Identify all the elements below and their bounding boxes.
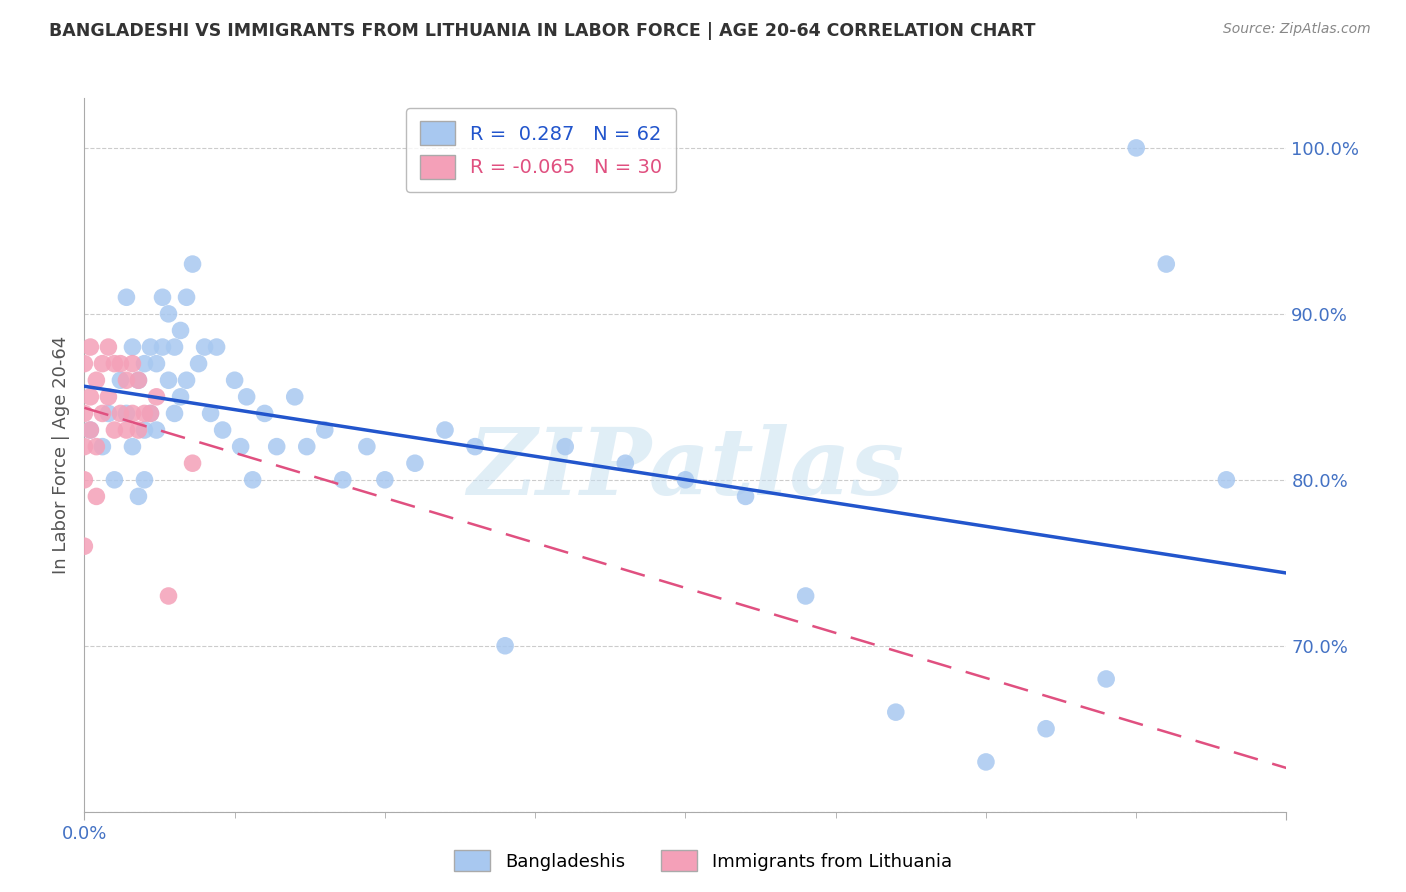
Y-axis label: In Labor Force | Age 20-64: In Labor Force | Age 20-64 bbox=[52, 335, 70, 574]
Point bbox=[152, 290, 174, 304]
Point bbox=[79, 423, 101, 437]
Point bbox=[73, 440, 96, 454]
Point bbox=[494, 639, 516, 653]
Point bbox=[884, 705, 907, 719]
Point bbox=[356, 440, 378, 454]
Point bbox=[139, 340, 162, 354]
Point bbox=[224, 373, 246, 387]
Point bbox=[266, 440, 288, 454]
Point bbox=[200, 406, 222, 420]
Point bbox=[554, 440, 576, 454]
Point bbox=[73, 406, 96, 420]
Legend: Bangladeshis, Immigrants from Lithuania: Bangladeshis, Immigrants from Lithuania bbox=[447, 843, 959, 879]
Point bbox=[404, 456, 426, 470]
Point bbox=[86, 373, 108, 387]
Point bbox=[284, 390, 307, 404]
Point bbox=[121, 440, 143, 454]
Point bbox=[974, 755, 997, 769]
Point bbox=[127, 373, 149, 387]
Point bbox=[145, 423, 167, 437]
Point bbox=[127, 423, 149, 437]
Point bbox=[103, 357, 125, 371]
Point bbox=[134, 473, 156, 487]
Point bbox=[145, 390, 167, 404]
Point bbox=[134, 406, 156, 420]
Point bbox=[97, 390, 120, 404]
Point bbox=[86, 440, 108, 454]
Point bbox=[152, 340, 174, 354]
Point bbox=[1156, 257, 1178, 271]
Point bbox=[181, 456, 204, 470]
Point bbox=[434, 423, 457, 437]
Point bbox=[1035, 722, 1057, 736]
Point bbox=[169, 390, 191, 404]
Point bbox=[242, 473, 264, 487]
Point bbox=[163, 340, 186, 354]
Point bbox=[73, 357, 96, 371]
Point bbox=[115, 290, 138, 304]
Point bbox=[139, 406, 162, 420]
Text: BANGLADESHI VS IMMIGRANTS FROM LITHUANIA IN LABOR FORCE | AGE 20-64 CORRELATION : BANGLADESHI VS IMMIGRANTS FROM LITHUANIA… bbox=[49, 22, 1036, 40]
Point bbox=[157, 307, 180, 321]
Point bbox=[79, 340, 101, 354]
Point bbox=[169, 323, 191, 337]
Point bbox=[253, 406, 276, 420]
Point bbox=[374, 473, 396, 487]
Point bbox=[121, 340, 143, 354]
Point bbox=[187, 357, 209, 371]
Point bbox=[110, 373, 132, 387]
Point bbox=[79, 423, 101, 437]
Point bbox=[110, 406, 132, 420]
Point bbox=[314, 423, 336, 437]
Point bbox=[295, 440, 318, 454]
Point bbox=[675, 473, 697, 487]
Point bbox=[157, 373, 180, 387]
Point bbox=[79, 390, 101, 404]
Text: ZIPatlas: ZIPatlas bbox=[467, 425, 904, 514]
Point bbox=[1095, 672, 1118, 686]
Point bbox=[614, 456, 637, 470]
Legend: R =  0.287   N = 62, R = -0.065   N = 30: R = 0.287 N = 62, R = -0.065 N = 30 bbox=[406, 108, 676, 193]
Point bbox=[181, 257, 204, 271]
Point bbox=[211, 423, 233, 437]
Point bbox=[176, 290, 198, 304]
Point bbox=[73, 539, 96, 553]
Point bbox=[110, 357, 132, 371]
Point bbox=[115, 406, 138, 420]
Point bbox=[103, 423, 125, 437]
Point bbox=[115, 373, 138, 387]
Text: Source: ZipAtlas.com: Source: ZipAtlas.com bbox=[1223, 22, 1371, 37]
Point bbox=[332, 473, 354, 487]
Point bbox=[1125, 141, 1147, 155]
Point bbox=[91, 406, 114, 420]
Point bbox=[229, 440, 252, 454]
Point bbox=[134, 423, 156, 437]
Point bbox=[464, 440, 486, 454]
Point bbox=[121, 406, 143, 420]
Point bbox=[794, 589, 817, 603]
Point bbox=[91, 440, 114, 454]
Point bbox=[734, 490, 756, 504]
Point bbox=[91, 357, 114, 371]
Point bbox=[103, 473, 125, 487]
Point bbox=[115, 423, 138, 437]
Point bbox=[157, 589, 180, 603]
Point bbox=[134, 357, 156, 371]
Point bbox=[139, 406, 162, 420]
Point bbox=[97, 340, 120, 354]
Point bbox=[235, 390, 257, 404]
Point bbox=[145, 357, 167, 371]
Point bbox=[73, 473, 96, 487]
Point bbox=[163, 406, 186, 420]
Point bbox=[97, 406, 120, 420]
Point bbox=[121, 357, 143, 371]
Point bbox=[86, 490, 108, 504]
Point bbox=[127, 373, 149, 387]
Point bbox=[194, 340, 217, 354]
Point bbox=[176, 373, 198, 387]
Point bbox=[205, 340, 228, 354]
Point bbox=[127, 490, 149, 504]
Point bbox=[1215, 473, 1237, 487]
